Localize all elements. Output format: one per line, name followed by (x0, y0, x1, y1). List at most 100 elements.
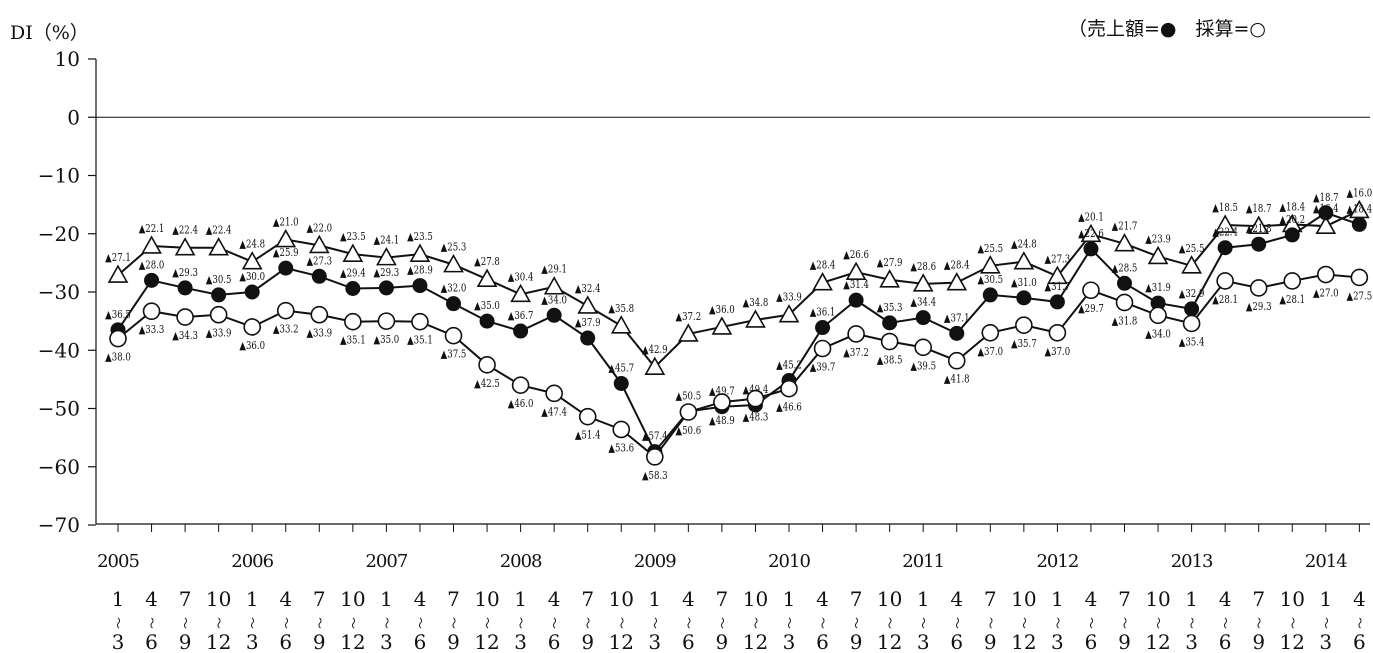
point-open-circle (142, 302, 161, 321)
point-filled-circle (613, 375, 629, 391)
data-label-triangle: ▲22.0 (306, 222, 332, 234)
data-label-open-circle: ▲33.9 (206, 328, 232, 340)
quarter-label-separator: 〜 (614, 617, 628, 629)
y-tick-label: −40 (38, 338, 80, 362)
data-label-filled-circle: ▲57.4 (642, 431, 668, 443)
y-tick-label: −10 (38, 164, 80, 188)
quarter-label-start: 4 (279, 587, 292, 611)
quarter-label-start: 7 (716, 587, 729, 611)
quarter-label-separator: 〜 (950, 617, 964, 629)
data-label-open-circle: ▲29.7 (1078, 303, 1104, 315)
quarter-label-end: 6 (1219, 630, 1232, 653)
quarter-label-end: 12 (609, 630, 634, 653)
quarter-label-end: 9 (1118, 630, 1131, 653)
quarter-label-start: 7 (984, 587, 997, 611)
year-label: 2012 (1036, 551, 1078, 572)
quarter-label-end: 9 (447, 630, 460, 653)
year-label: 2008 (500, 551, 542, 572)
quarter-label-start: 7 (1252, 587, 1265, 611)
point-triangle (778, 304, 800, 323)
data-label-open-circle: ▲39.7 (810, 362, 836, 374)
data-label-filled-circle: ▲37.9 (575, 317, 601, 329)
point-filled-circle (815, 320, 831, 336)
y-tick-label: −20 (38, 222, 80, 246)
quarter-label-start: 1 (1051, 587, 1064, 611)
data-label-filled-circle: ▲34.0 (541, 294, 567, 306)
point-filled-circle (244, 284, 260, 300)
series-line-open-circle (117, 273, 1360, 459)
data-label-open-circle: ▲35.7 (1011, 338, 1037, 350)
point-filled-circle (1318, 205, 1334, 221)
quarter-label-separator: 〜 (681, 617, 695, 629)
quarter-label-end: 12 (340, 630, 365, 653)
point-filled-circle (1083, 241, 1099, 257)
quarter-label-separator: 〜 (1185, 617, 1199, 629)
y-tick-label: −70 (38, 513, 80, 537)
point-triangle (376, 247, 397, 266)
data-label-open-circle: ▲51.4 (575, 430, 601, 442)
quarter-label-separator: 〜 (1017, 617, 1031, 629)
data-label-open-circle: ▲35.1 (407, 335, 433, 347)
data-label-filled-circle: ▲34.4 (910, 297, 936, 309)
quarter-label-separator: 〜 (782, 617, 796, 629)
point-triangle (1013, 251, 1035, 270)
data-label-triangle: ▲25.3 (441, 242, 467, 254)
quarter-label-end: 3 (648, 630, 661, 653)
quarter-label-separator: 〜 (312, 617, 326, 629)
quarter-label-end: 6 (816, 630, 829, 653)
point-open-circle (511, 376, 530, 395)
quarter-label-end: 3 (783, 630, 796, 653)
quarter-label-start: 1 (246, 587, 259, 611)
point-filled-circle (1184, 301, 1200, 317)
quarter-label-end: 12 (743, 630, 768, 653)
point-triangle (1080, 223, 1102, 243)
point-triangle (912, 273, 934, 292)
quarter-label-end: 3 (246, 630, 259, 653)
quarter-label-end: 3 (1319, 630, 1332, 653)
quarter-label-end: 6 (1085, 630, 1098, 653)
data-label-open-circle: ▲50.6 (676, 425, 702, 437)
quarter-label-end: 6 (414, 630, 427, 653)
point-open-circle (947, 351, 966, 370)
quarter-label-end: 6 (1353, 630, 1366, 653)
data-label-triangle: ▲18.5 (1212, 202, 1238, 214)
quarter-label-start: 4 (1085, 587, 1098, 611)
point-filled-circle (915, 310, 931, 326)
quarter-label-start: 10 (743, 587, 768, 611)
data-label-open-circle: ▲31.8 (1112, 316, 1138, 328)
quarter-label-start: 10 (206, 587, 231, 611)
quarter-label-end: 12 (877, 630, 902, 653)
point-filled-circle (1117, 275, 1132, 291)
data-label-triangle: ▲42.9 (642, 344, 668, 356)
data-label-filled-circle: ▲36.7 (508, 310, 534, 322)
data-label-open-circle: ▲46.6 (776, 402, 802, 414)
quarter-label-end: 3 (917, 630, 930, 653)
data-label-open-circle: ▲39.5 (910, 360, 936, 372)
data-label-triangle: ▲27.8 (474, 256, 500, 268)
data-label-open-circle: ▲27.5 (1347, 291, 1373, 303)
quarter-label-separator: 〜 (178, 617, 192, 629)
data-label-triangle: ▲18.7 (1246, 203, 1272, 215)
quarter-label-start: 10 (877, 587, 902, 611)
quarter-label-start: 7 (447, 587, 460, 611)
point-triangle (610, 315, 632, 334)
quarter-label-separator: 〜 (1151, 617, 1165, 629)
quarter-label-end: 9 (716, 630, 729, 653)
point-open-circle (209, 305, 228, 324)
point-triangle (1114, 233, 1135, 252)
point-filled-circle (1217, 240, 1233, 256)
point-filled-circle (311, 268, 327, 284)
point-open-circle (545, 384, 563, 403)
point-filled-circle (1016, 290, 1032, 306)
point-triangle (577, 295, 599, 314)
quarter-label-separator: 〜 (514, 617, 528, 629)
legend: （売上額=● 採算=○ (1068, 18, 1266, 40)
quarter-label-separator: 〜 (916, 617, 930, 629)
quarter-label-separator: 〜 (748, 617, 762, 629)
point-open-circle (276, 301, 295, 320)
point-filled-circle (513, 323, 529, 339)
quarter-label-end: 3 (1185, 630, 1198, 653)
data-label-triangle: ▲24.8 (239, 239, 265, 251)
point-open-circle (1048, 323, 1067, 342)
quarter-label-start: 4 (548, 587, 561, 611)
